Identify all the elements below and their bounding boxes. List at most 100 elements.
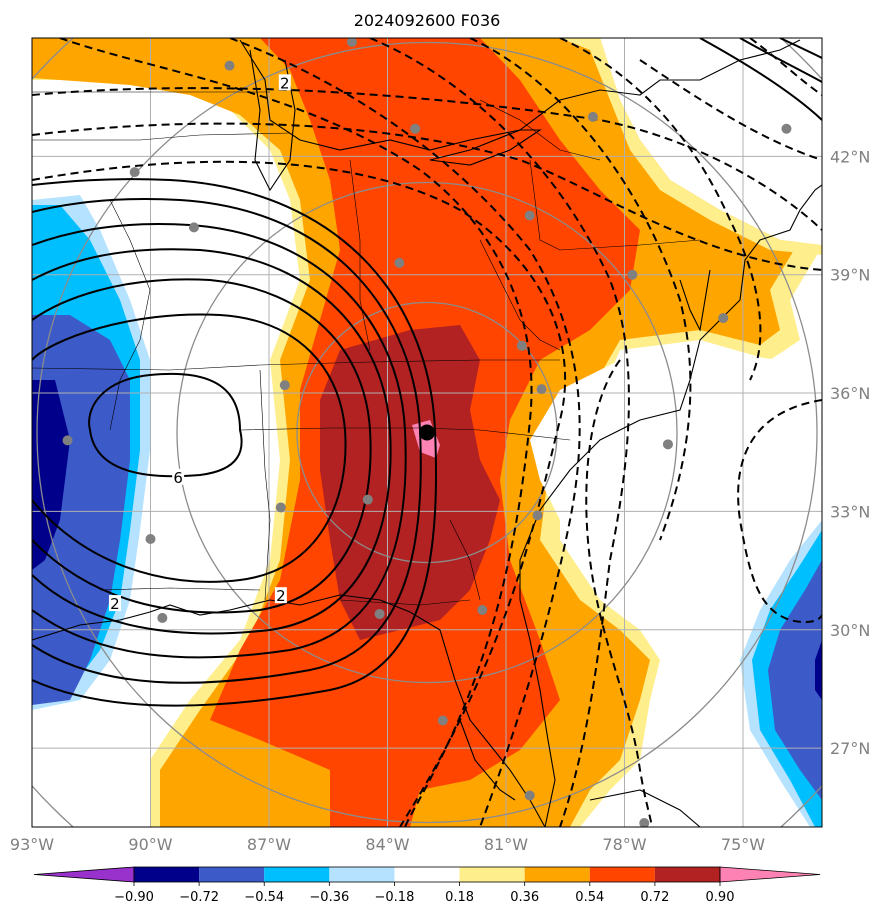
gulf-coast [32, 594, 546, 827]
colorbar-frame [133, 866, 721, 883]
lake-michigan [249, 49, 296, 192]
lat-tick-label: 30°N [830, 621, 870, 640]
stations [19, 38, 792, 827]
station-dot [279, 380, 290, 391]
solid-contours [32, 38, 822, 707]
florida-keys [459, 719, 516, 801]
station-dot [346, 38, 357, 47]
contour-label: 2 [280, 74, 290, 92]
contour-labels: 6 2 2 2 [108, 74, 291, 613]
great-lakes [239, 39, 700, 151]
lat-tick-label: 33°N [830, 502, 870, 521]
lon-tick-label: 93°W [10, 835, 54, 854]
station-dot [394, 257, 405, 268]
lon-tick-label: 90°W [128, 835, 172, 854]
colorbar-tick-label: −0.72 [179, 890, 219, 905]
cuba [589, 789, 701, 827]
station-dot [587, 111, 598, 122]
range-ring [36, 41, 818, 824]
chart-title: 2024092600 F036 [354, 11, 501, 30]
colorbar-tick-label: 0.18 [445, 890, 474, 905]
range-ring [296, 301, 558, 564]
colorbar-tick-label: 0.54 [575, 890, 604, 905]
station-dot [374, 608, 385, 619]
colorbar-tick-label: 0.90 [706, 890, 735, 905]
station-dot [718, 313, 729, 324]
chesapeake [679, 269, 711, 332]
station-dot [524, 210, 535, 221]
colorbar-segment [394, 867, 460, 882]
station-dot [145, 534, 156, 545]
contour-label: 2 [110, 595, 120, 613]
lat-tick-label: 27°N [830, 739, 870, 758]
map-frame [31, 37, 823, 828]
colorbar-segment [524, 867, 590, 882]
lake-erie [429, 129, 542, 166]
station-dot [639, 818, 650, 827]
station-dot [437, 715, 448, 726]
station-dot [362, 494, 373, 505]
lat-tick-label: 36°N [830, 384, 870, 403]
contour-label-bg [108, 595, 121, 612]
station-dot [516, 340, 527, 351]
colorbar-segment [264, 867, 330, 882]
fill-neg-east-0-54 [768, 560, 822, 800]
station-dot [410, 123, 421, 134]
lon-tick-label: 87°W [247, 835, 291, 854]
colorbar-segment [199, 867, 265, 882]
range-ring [176, 181, 678, 684]
station-dot [477, 605, 488, 616]
lon-tick-label: 81°W [484, 835, 528, 854]
colorbar-tick-label: −0.18 [375, 890, 415, 905]
station-dot [781, 123, 792, 134]
axis-labels: 93°W 90°W 87°W 84°W 81°W 78°W 75°W 42°N 39°N 36°N… [10, 147, 870, 854]
colorbar-segment [329, 867, 395, 882]
station-dot [188, 222, 199, 233]
colorbar: −0.90 −0.72 −0.54 −0.36 −0.18 0.18 0.36 0.54 0.7… [33, 866, 821, 905]
colorbar-max-arrow [719, 866, 821, 883]
fill-neg-east-0-72 [815, 640, 822, 700]
contour-label-bg [172, 468, 185, 485]
station-dot [662, 439, 673, 450]
station-dot [524, 790, 535, 801]
contour-label: 6 [173, 469, 183, 487]
dashed-contours [32, 38, 822, 827]
graticule [32, 38, 822, 827]
contour-label-bg [274, 587, 287, 604]
colorbar-segment [134, 867, 200, 882]
station-dot [275, 502, 286, 513]
colorbar-tick-label: 0.72 [640, 890, 669, 905]
colorbar-segment [654, 867, 720, 882]
station-dot [62, 435, 73, 446]
station-dot [19, 621, 29, 631]
storm-center-marker [419, 424, 435, 441]
fill-neg-0-72 [32, 380, 70, 570]
fill-zero-east [530, 350, 822, 660]
station-dot [157, 612, 168, 623]
fill-zero-ne [600, 38, 822, 245]
colorbar-min-arrow [33, 866, 135, 883]
fill-0-72 [320, 325, 500, 640]
station-dot [532, 510, 543, 521]
lon-tick-label: 78°W [602, 835, 646, 854]
station-dot [536, 384, 547, 395]
station-dot [627, 269, 638, 280]
lat-tick-label: 39°N [830, 266, 870, 285]
colorbar-tick-label: −0.36 [309, 890, 349, 905]
lat-tick-label: 42°N [830, 147, 870, 166]
station-dot [224, 60, 235, 71]
lon-tick-label: 75°W [721, 835, 765, 854]
new-england [699, 39, 801, 81]
contour-label-bg [278, 74, 291, 91]
colorbar-segment [589, 867, 655, 882]
colorbar-tick-label: −0.90 [114, 890, 154, 905]
colorbar-tick-label: 0.36 [510, 890, 539, 905]
colorbar-tick-label: −0.54 [244, 890, 284, 905]
lon-tick-label: 84°W [365, 835, 409, 854]
contour-label: 2 [276, 587, 286, 605]
colorbar-segment [459, 867, 525, 882]
station-dot [129, 167, 140, 178]
